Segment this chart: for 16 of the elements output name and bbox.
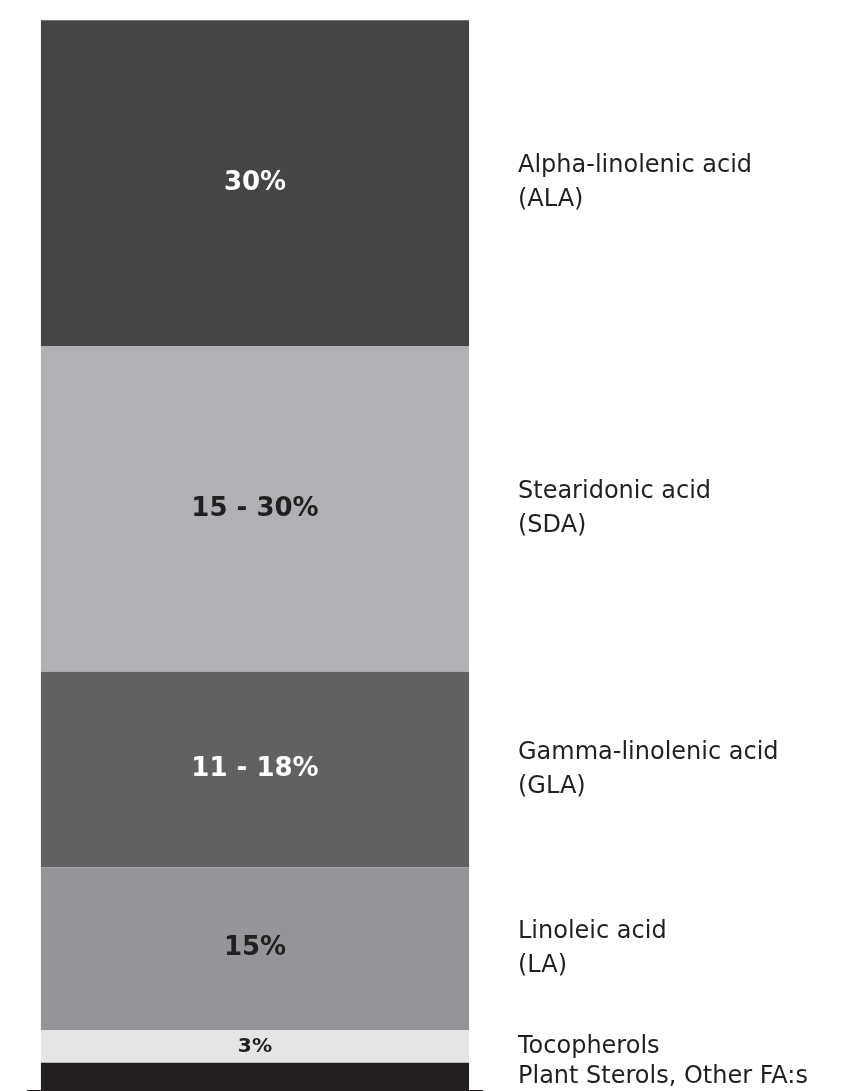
text: Tocopherols (517, 1030, 660, 1059)
bar (40, 20, 470, 346)
data-label: 3% (237, 1032, 273, 1057)
annotation: 15 - 30% (191, 491, 319, 522)
bar (40, 867, 470, 1031)
text: Gamma-linolenic acid (GLA) (518, 736, 779, 799)
bar (40, 346, 470, 672)
text: Alpha-linolenic acid (ALA) (518, 150, 753, 213)
text: Plant Sterols, Other FA:s (518, 1061, 808, 1090)
annotation: 11 - 18% (191, 752, 319, 783)
text: Stearidonic acid (SDA) (518, 476, 712, 539)
bar (40, 671, 470, 868)
text: Linoleic acid (LA) (518, 915, 667, 978)
data-label: 15% (223, 931, 287, 962)
bar (40, 1030, 470, 1063)
data-label: 30% (223, 165, 287, 196)
